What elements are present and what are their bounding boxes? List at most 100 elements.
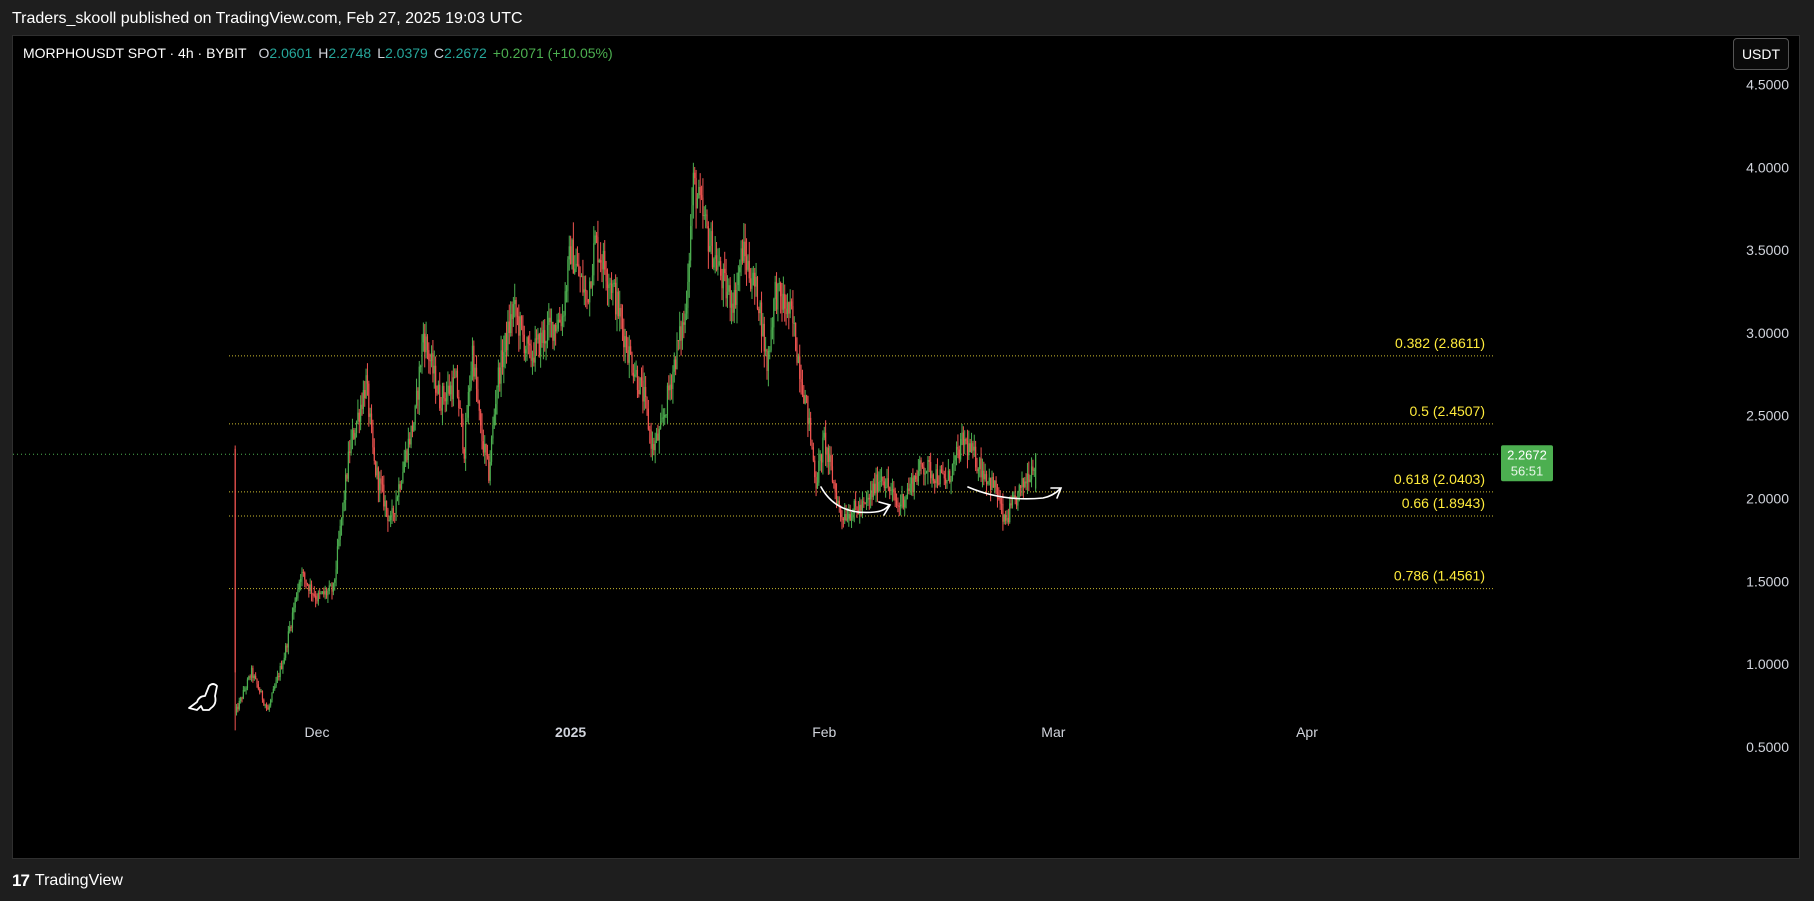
candle-body bbox=[984, 474, 986, 480]
candle-body bbox=[752, 272, 754, 286]
candle-body bbox=[621, 317, 624, 329]
candle-body bbox=[589, 281, 591, 303]
candle-body bbox=[634, 374, 636, 377]
candle-body bbox=[335, 569, 337, 580]
candle-body bbox=[998, 497, 1000, 499]
chart-pane[interactable]: 0.5000 1.0000 1.5000 2.0000 2.5000 3.0000 3.50… bbox=[12, 35, 1800, 859]
candle-body bbox=[865, 500, 868, 503]
candle-body bbox=[516, 315, 519, 317]
candle-body bbox=[575, 263, 577, 269]
candle-body bbox=[961, 432, 963, 439]
candle-body bbox=[451, 385, 453, 400]
candle-body bbox=[600, 260, 602, 263]
candle-body bbox=[706, 214, 708, 227]
candle-body bbox=[271, 693, 273, 701]
candle-body bbox=[661, 417, 663, 422]
candle-body bbox=[285, 645, 287, 658]
chart-canvas[interactable]: 0.5000 1.0000 1.5000 2.0000 2.5000 3.0000 3.50… bbox=[13, 36, 1799, 858]
candle-body bbox=[760, 302, 763, 337]
candle-body bbox=[309, 584, 311, 591]
candle-body bbox=[249, 676, 251, 678]
price-tag-value: 2.2672 bbox=[1507, 447, 1547, 462]
candle-body bbox=[259, 689, 261, 693]
candle-body bbox=[477, 389, 479, 402]
candle-body bbox=[900, 504, 902, 507]
candle-body bbox=[240, 697, 242, 701]
candle-body bbox=[945, 478, 947, 484]
currency-button[interactable]: USDT bbox=[1733, 38, 1789, 70]
candle-body bbox=[1021, 478, 1023, 488]
candle-body bbox=[762, 323, 764, 337]
tradingview-footer[interactable]: 17 TradingView bbox=[12, 871, 123, 891]
candle-body bbox=[636, 369, 639, 390]
candle-body bbox=[1000, 503, 1003, 505]
candle-body bbox=[512, 304, 514, 320]
candle-body bbox=[925, 471, 928, 474]
candle-body bbox=[294, 598, 296, 608]
candle-body bbox=[490, 438, 493, 462]
candle-body bbox=[370, 413, 373, 427]
candle-body bbox=[765, 349, 767, 352]
candle-body bbox=[436, 392, 438, 394]
price-tick-label: 2.0000 bbox=[1746, 491, 1789, 507]
candle-body bbox=[913, 475, 915, 492]
candle-body bbox=[435, 365, 437, 393]
candle-body bbox=[387, 509, 389, 521]
candle-body bbox=[743, 241, 745, 262]
candle-body bbox=[979, 458, 981, 470]
candle-body bbox=[812, 447, 814, 461]
candle-body bbox=[440, 408, 442, 411]
candle-body bbox=[237, 706, 239, 710]
candle-body bbox=[1035, 454, 1037, 489]
price-tick-label: 0.5000 bbox=[1746, 739, 1789, 755]
candle-body bbox=[987, 481, 989, 485]
candle-body bbox=[384, 500, 386, 507]
candle-body bbox=[880, 476, 883, 481]
candle-body bbox=[908, 488, 910, 492]
high-label: H bbox=[318, 45, 329, 61]
candle-body bbox=[638, 389, 640, 394]
price-tick-label: 1.5000 bbox=[1746, 573, 1789, 589]
candle-body bbox=[376, 467, 378, 476]
candle-body bbox=[511, 314, 513, 320]
candle-body bbox=[346, 474, 348, 479]
candle-body bbox=[970, 443, 973, 453]
candle-body bbox=[874, 483, 876, 494]
candle-body bbox=[640, 377, 643, 381]
candle-body bbox=[940, 469, 943, 473]
candle-body bbox=[590, 281, 592, 288]
candle-body bbox=[759, 302, 761, 314]
candle-body bbox=[399, 484, 401, 489]
candle-body bbox=[994, 480, 996, 488]
candle-body bbox=[310, 584, 313, 594]
candle-body bbox=[988, 477, 990, 482]
candle-body bbox=[973, 446, 975, 451]
candle-body bbox=[458, 396, 460, 408]
candle-body bbox=[325, 590, 328, 596]
candle-body bbox=[460, 408, 463, 419]
candle-body bbox=[685, 307, 688, 314]
candle-body bbox=[651, 444, 654, 449]
candle-body bbox=[645, 387, 647, 398]
candle-body bbox=[653, 444, 655, 451]
symbol-name[interactable]: MORPHOUSDT SPOT · 4h · BYBIT bbox=[23, 45, 247, 61]
candle-body bbox=[893, 489, 895, 493]
candle-body bbox=[561, 316, 564, 327]
candle-body bbox=[586, 290, 588, 300]
candle-body bbox=[905, 496, 907, 500]
candle-body bbox=[770, 329, 772, 351]
candle-body bbox=[990, 477, 992, 491]
candle-body bbox=[662, 417, 664, 419]
candle-body bbox=[785, 308, 787, 315]
candle-body bbox=[763, 323, 765, 352]
candle-body bbox=[859, 504, 861, 515]
candle-body bbox=[942, 472, 944, 474]
candle-body bbox=[351, 430, 354, 439]
candle-body bbox=[928, 459, 930, 462]
candle-body bbox=[504, 333, 506, 353]
candle-body bbox=[429, 360, 431, 362]
candle-body bbox=[330, 585, 332, 587]
candle-body bbox=[388, 520, 390, 522]
candle-body bbox=[833, 481, 835, 484]
curved-arrow-right bbox=[967, 486, 1063, 500]
